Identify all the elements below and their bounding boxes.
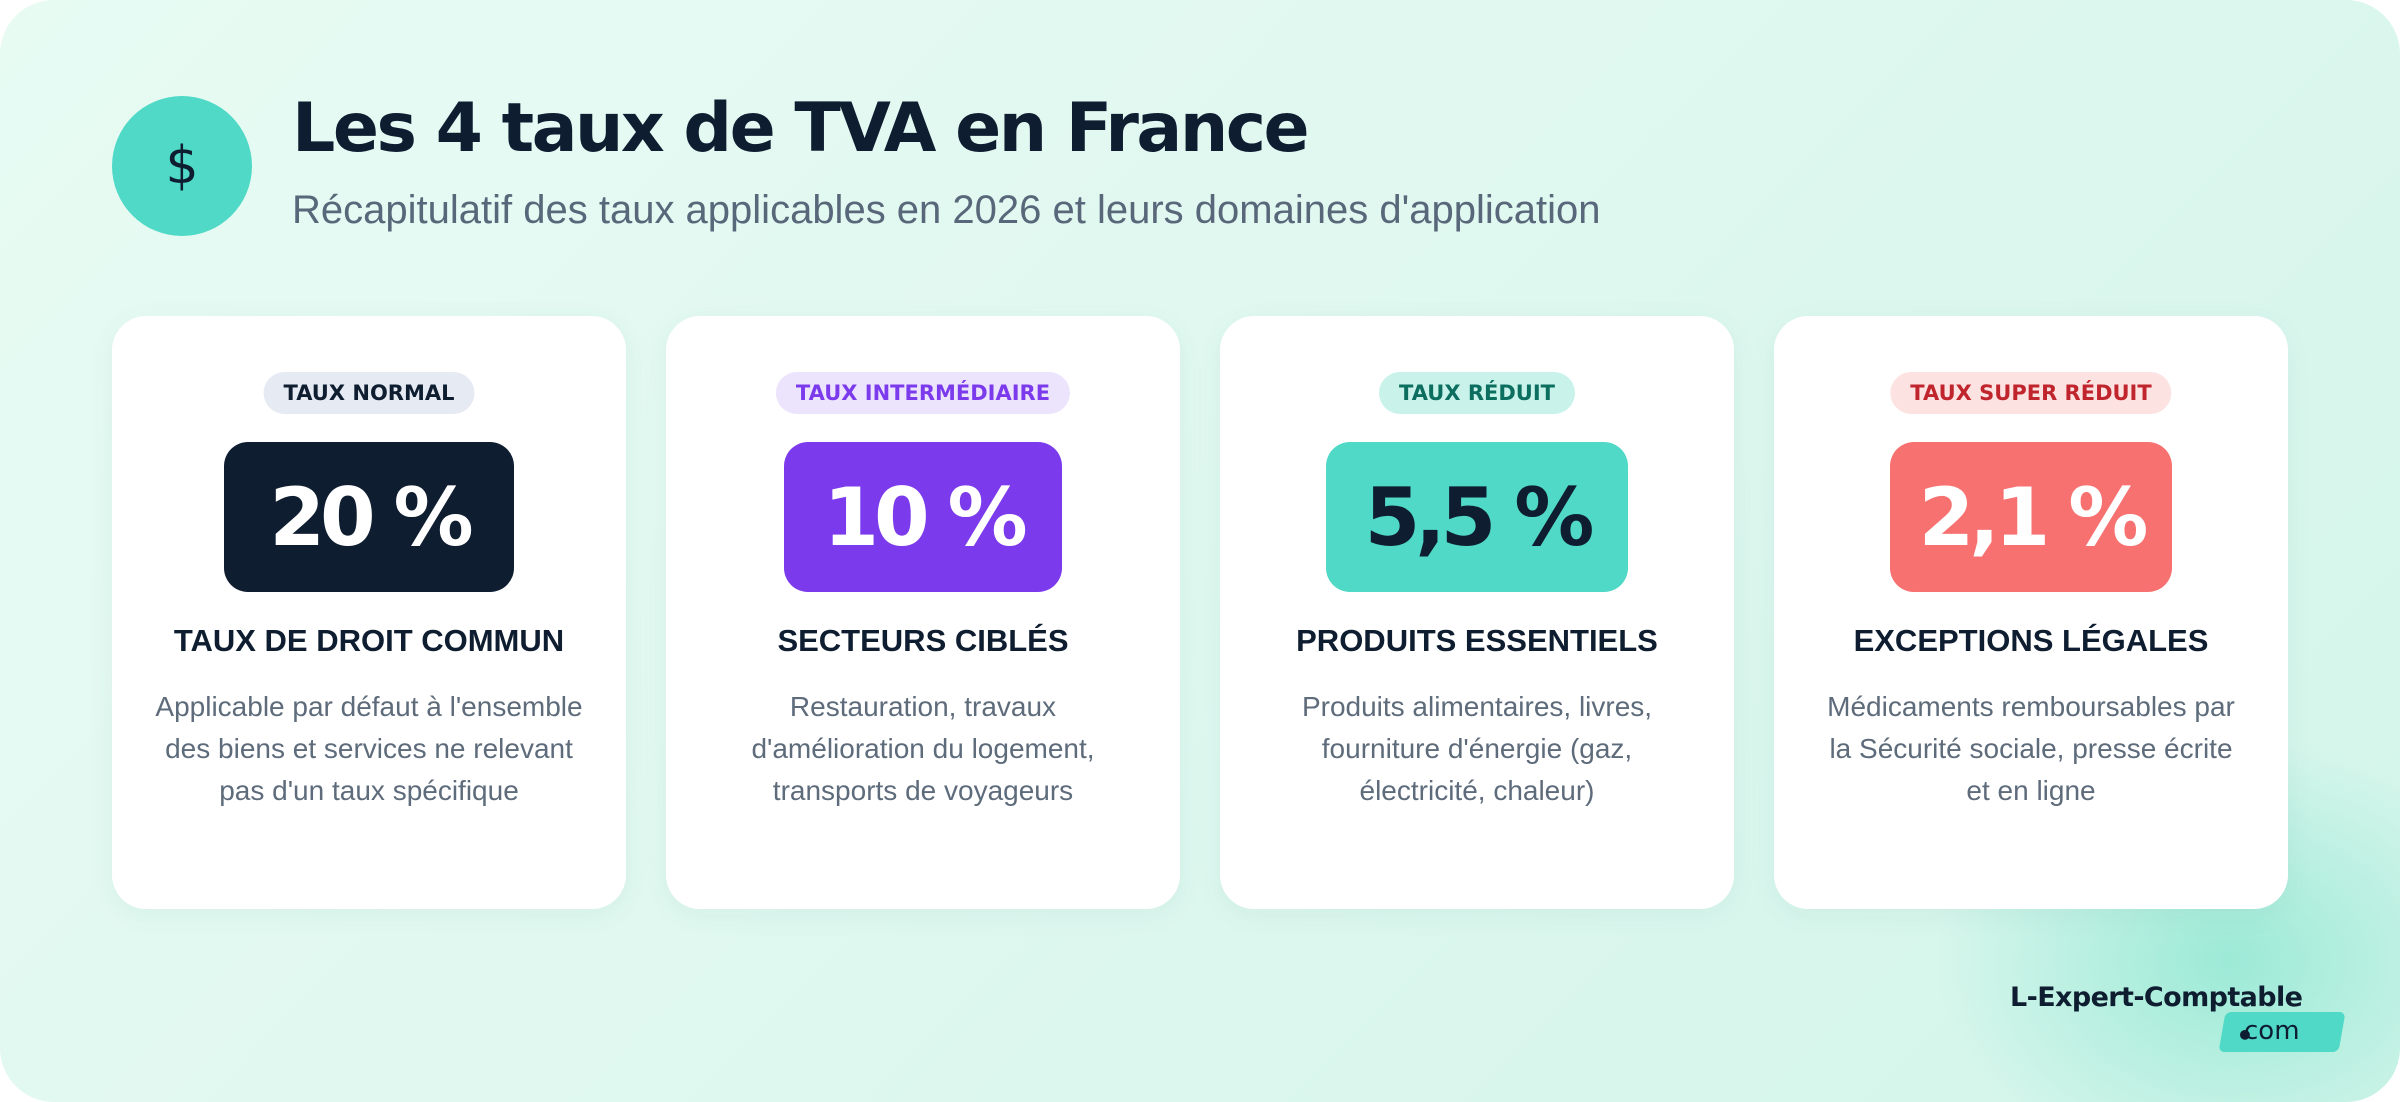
card-description: Restauration, travaux d'amélioration du … bbox=[751, 691, 1095, 806]
rate-category-badge: TAUX NORMAL bbox=[263, 372, 475, 414]
rate-value: 2,1 % bbox=[1890, 442, 2172, 592]
card-heading: PRODUITS ESSENTIELS bbox=[1296, 623, 1658, 658]
card-description: Applicable par défaut à l'ensemble des b… bbox=[155, 691, 583, 806]
rate-value: 10 % bbox=[784, 442, 1062, 592]
card-heading: TAUX DE DROIT COMMUN bbox=[173, 623, 565, 658]
card-taux-reduit: TAUX RÉDUIT 5,5 % PRODUITS ESSENTIELS Pr… bbox=[1220, 316, 1734, 909]
card-taux-super-reduit: TAUX SUPER RÉDUIT 2,1 % EXCEPTIONS LÉGAL… bbox=[1774, 316, 2288, 909]
card-description: Médicaments remboursables par la Sécurit… bbox=[1827, 691, 2235, 806]
brand-logo: L-Expert-Comptable • com bbox=[2010, 982, 2346, 1062]
rate-value: 5,5 % bbox=[1326, 442, 1628, 592]
dollar-icon: $ bbox=[112, 96, 252, 236]
brand-domain: com bbox=[2244, 1016, 2300, 1046]
card-heading: SECTEURS CIBLÉS bbox=[777, 623, 1069, 658]
card-taux-normal: TAUX NORMAL 20 % TAUX DE DROIT COMMUN Ap… bbox=[112, 316, 626, 909]
dollar-glyph: $ bbox=[165, 136, 199, 196]
rate-category-badge: TAUX SUPER RÉDUIT bbox=[1890, 372, 2172, 414]
brand-name: L-Expert-Comptable bbox=[2010, 982, 2303, 1013]
rate-category-badge: TAUX INTERMÉDIAIRE bbox=[775, 372, 1071, 414]
rate-value: 20 % bbox=[224, 442, 514, 592]
card-description: Produits alimentaires, livres, fournitur… bbox=[1301, 691, 1653, 806]
card-heading: EXCEPTIONS LÉGALES bbox=[1853, 623, 2209, 658]
rate-category-badge: TAUX RÉDUIT bbox=[1379, 372, 1575, 414]
page-title: Les 4 taux de TVA en France bbox=[292, 89, 1310, 168]
brand-dot: • bbox=[2236, 1019, 2254, 1052]
card-taux-intermediaire: TAUX INTERMÉDIAIRE 10 % SECTEURS CIBLÉS … bbox=[666, 316, 1180, 909]
page-subtitle: Récapitulatif des taux applicables en 20… bbox=[292, 188, 1601, 232]
vat-rate-cards: TAUX NORMAL 20 % TAUX DE DROIT COMMUN Ap… bbox=[112, 316, 2288, 909]
